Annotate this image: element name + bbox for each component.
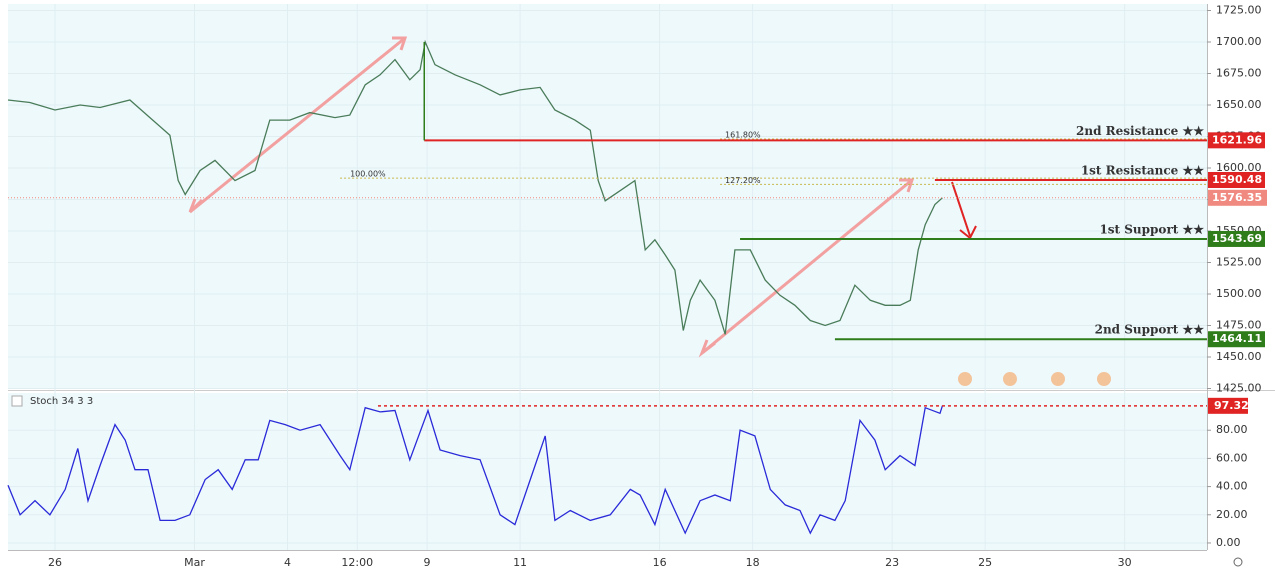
y-tick-label: 1650.00: [1216, 98, 1262, 111]
series-line: [7, 405, 944, 535]
x-tick-label: 9: [424, 556, 431, 569]
y-tick-label: 80.00: [1216, 423, 1248, 436]
y-tick-label: 1525.00: [1216, 256, 1262, 269]
level-label: 1st Resistance ★★: [1081, 163, 1204, 177]
x-tick-label: 18: [746, 556, 760, 569]
y-tick-label: 1600.00: [1216, 161, 1262, 174]
arrow-head: [698, 339, 716, 358]
y-tick-label: 1425.00: [1216, 382, 1262, 395]
x-tick-label: 16: [653, 556, 667, 569]
x-tick-label: 11: [513, 556, 527, 569]
level-value: 1590.48: [1212, 173, 1262, 186]
forecast-line: [951, 181, 971, 237]
x-tick-label: 30: [1118, 556, 1132, 569]
y-tick-label: 0.00: [1216, 536, 1241, 549]
stoch-level-value: 97.32: [1214, 399, 1249, 412]
x-tick-label: 12:00: [341, 556, 373, 569]
price-pane: [8, 4, 1207, 388]
fib-label: 127.20%: [725, 176, 761, 185]
fib-label: 100.00%: [350, 170, 386, 179]
level-value: 1621.96: [1212, 133, 1262, 146]
series-line: [7, 39, 943, 335]
x-tick-label: 26: [48, 556, 62, 569]
arrow-head: [899, 178, 915, 193]
y-tick-label: 40.00: [1216, 480, 1248, 493]
last-price-tag: [1208, 189, 1267, 206]
x-tick-label: Mar: [184, 556, 205, 569]
y-tick-label: 1675.00: [1216, 67, 1262, 80]
x-tick-label: 23: [885, 556, 899, 569]
y-tick-label: 20.00: [1216, 508, 1248, 521]
level-label: 2nd Support ★★: [1095, 323, 1205, 337]
last-price-label: 1576.35: [1212, 191, 1262, 204]
level-value: 1464.11: [1212, 332, 1262, 345]
y-tick-label: 1725.00: [1216, 4, 1262, 17]
event-icons: [958, 372, 1111, 386]
trend-arrows: [188, 36, 915, 358]
y-tick-label: 1450.00: [1216, 350, 1262, 363]
settings-icon[interactable]: [1233, 557, 1243, 567]
level-tag: [1208, 230, 1265, 247]
y-tick-label: 60.00: [1216, 451, 1248, 464]
y-tick-label: 1700.00: [1216, 35, 1262, 48]
level-label: 2nd Resistance ★★: [1076, 124, 1204, 138]
level-tag: [1208, 171, 1265, 188]
fib-label: 161.80%: [725, 131, 761, 140]
arrow-head: [188, 198, 204, 214]
level-value: 1543.69: [1212, 232, 1262, 245]
stoch-pane: [8, 393, 1207, 550]
level-tag: [1208, 331, 1265, 348]
x-tick-label: 25: [978, 556, 992, 569]
y-tick-label: 1475.00: [1216, 319, 1262, 332]
x-tick-label: 4: [284, 556, 291, 569]
event-icon: [1097, 372, 1111, 386]
trend-arrow: [189, 36, 406, 214]
collapse-button[interactable]: [11, 395, 23, 407]
event-icon: [1003, 372, 1017, 386]
level-label: 1st Support ★★: [1099, 222, 1204, 236]
level-tag: [1208, 132, 1265, 149]
stoch-level-tag: [1208, 397, 1248, 414]
event-icon: [1051, 372, 1065, 386]
y-tick-label: 1500.00: [1216, 287, 1262, 300]
trend-arrow: [701, 178, 913, 355]
arrow-head: [392, 36, 408, 51]
indicator-title: Stoch 34 3 3: [30, 396, 93, 407]
event-icon: [958, 372, 972, 386]
